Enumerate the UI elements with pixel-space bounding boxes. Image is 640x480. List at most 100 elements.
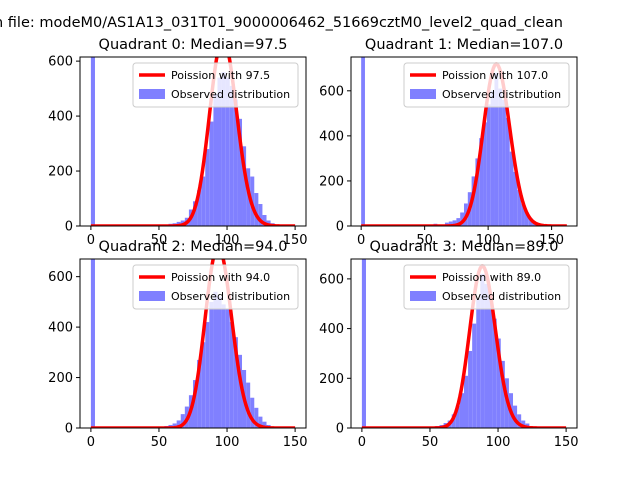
- quadrant-3-xtick-label-3: 150: [554, 435, 579, 450]
- quadrant-2-legend-line-label: Poission with 94.0: [171, 271, 270, 284]
- quadrant-3-hist-bar-11: [476, 298, 481, 428]
- quadrant-1-hist-bar-21: [517, 189, 522, 226]
- quadrant-2-ytick-label-0: 0: [65, 422, 73, 437]
- quadrant-0-hist-bar-9: [201, 176, 206, 226]
- quadrant-3-legend: Poission with 89.0 Observed distribution: [403, 264, 570, 310]
- quadrant-2-ytick-label-3: 600: [48, 270, 73, 285]
- quadrant-3-axes: Quadrant 3: Median=89.0 0 50 100 150 0 200 400 6…: [319, 239, 578, 450]
- quadrant-3-ytick-label-1: 200: [319, 372, 344, 387]
- quadrant-3-ytick-label-0: 0: [336, 422, 344, 437]
- quadrant-3-hist-bar-0: [361, 259, 366, 428]
- quadrant-2-legend-hist-label: Observed distribution: [171, 290, 290, 303]
- quadrant-3-frame: [350, 258, 578, 429]
- quadrant-0-hist-bar-19: [242, 146, 247, 226]
- quadrant-2-hist-bar-12: [209, 301, 214, 428]
- quadrant-0-legend-hist-swatch: [139, 89, 165, 99]
- quadrant-0-hist-bar-11: [209, 121, 214, 226]
- quadrant-3-xtick-label-2: 100: [486, 435, 511, 450]
- quadrant-0-plot-area: [90, 57, 296, 226]
- quadrant-3-title: Quadrant 3: Median=89.0: [370, 239, 559, 255]
- quadrant-1-xtick-label-3: 150: [539, 233, 564, 248]
- quadrant-3-legend-line-label: Poission with 89.0: [442, 271, 541, 284]
- quadrant-0-ytick-label-3: 600: [48, 55, 73, 70]
- quadrant-2-hist-bar-14: [217, 296, 222, 428]
- quadrant-0-hist-bar-22: [254, 193, 259, 226]
- quadrant-3-ytick-label-3: 600: [319, 272, 344, 287]
- quadrant-0-axes: Quadrant 0: Median=97.5 0 50 100 150 0 200 400 6…: [48, 37, 307, 248]
- quadrant-0-xtick-label-2: 100: [215, 233, 240, 248]
- quadrant-2-hist-bar-19: [237, 354, 243, 428]
- quadrant-3-hist-bar-10: [472, 323, 477, 428]
- quadrant-2-xtick-label-2: 100: [215, 435, 240, 450]
- quadrant-0-ytick-label-1: 200: [48, 165, 73, 180]
- quadrant-2-ytick-label-1: 200: [48, 371, 73, 386]
- quadrant-1-hist-bar-3: [448, 221, 453, 226]
- quadrant-1-hist-bar-0: [361, 57, 365, 226]
- quadrant-1-hist-bar-20: [513, 171, 518, 226]
- quadrant-2-hist-bar-21: [246, 382, 251, 428]
- quadrant-2-hist-bar-16: [225, 309, 230, 428]
- figure-suptitle: n file: modeM0/AS1A13_031T01_9000006462_…: [0, 15, 563, 31]
- quadrant-2-hist-bar-5: [180, 414, 185, 428]
- quadrant-0-hist-bar-18: [237, 118, 243, 226]
- quadrant-3-legend-hist-label: Observed distribution: [442, 290, 561, 303]
- quadrant-2-axes: Quadrant 2: Median=94.0 0 50 100 150 0 200 400 6…: [48, 239, 307, 450]
- quadrant-1-legend-line-label: Poission with 107.0: [442, 69, 548, 82]
- quadrant-3-hist-bar-8: [464, 375, 469, 428]
- quadrant-1-axes: Quadrant 1: Median=107.0 0 50 100 150 0 200 400…: [319, 37, 578, 248]
- quadrant-2-hist-bar-13: [213, 291, 218, 428]
- quadrant-1-legend-box: [403, 62, 570, 108]
- quadrant-0-xtick-label-0: 0: [87, 233, 95, 248]
- quadrant-3-hist-bar-22: [521, 420, 526, 428]
- quadrant-0-title: Quadrant 0: Median=97.5: [99, 37, 288, 53]
- quadrant-2-legend-hist-swatch: [139, 291, 165, 301]
- quadrant-1-xtick-label-1: 50: [416, 233, 433, 248]
- quadrant-3-hist-bar-5: [451, 414, 456, 428]
- quadrant-0-hist-bar-17: [233, 99, 238, 226]
- quadrant-0-hist-bar-10: [205, 149, 210, 226]
- quadrant-2-hist-bar-3: [172, 423, 177, 428]
- quadrant-0-frame: [79, 56, 307, 227]
- quadrant-1-legend-hist-label: Observed distribution: [442, 88, 561, 101]
- quadrant-2-hist-bar-11: [205, 322, 210, 428]
- quadrant-3-hist-bar-15: [492, 318, 497, 428]
- quadrant-2-hist-bar-15: [221, 304, 226, 428]
- quadrant-1-ytick-label-0: 0: [336, 220, 344, 235]
- quadrant-1-hist-bar-23: [524, 212, 529, 226]
- quadrant-0-hist-bar-8: [197, 190, 202, 226]
- quadrant-0-hist-bar-14: [221, 72, 226, 226]
- quadrant-2-hist-bar-17: [229, 322, 234, 428]
- quadrant-1-xtick-label-0: 0: [357, 233, 365, 248]
- quadrant-0-hist-bar-23: [258, 204, 263, 226]
- quadrant-0-xtick-label-3: 150: [283, 233, 308, 248]
- quadrant-1-ytick-label-1: 200: [319, 174, 344, 189]
- quadrant-3-hist-bar-13: [484, 283, 489, 428]
- quadrant-0-poisson-line: [90, 57, 296, 226]
- quadrant-3-legend-hist-swatch: [410, 291, 436, 301]
- quadrant-0-legend-line-label: Poission with 97.5: [171, 69, 270, 82]
- quadrant-1-ytick-label-2: 400: [319, 129, 344, 144]
- quadrant-0-ytick-label-2: 400: [48, 110, 73, 125]
- quadrant-3-ytick-label-2: 400: [319, 322, 344, 337]
- quadrant-1-hist-bar-19: [509, 151, 514, 226]
- quadrant-1-hist-bar-10: [475, 158, 480, 226]
- quadrant-3-hist-bar-14: [488, 298, 493, 428]
- quadrant-2-hist-bar-0: [90, 259, 95, 428]
- quadrant-0-hist-bar-7: [193, 201, 198, 226]
- quadrant-3-xtick-label-1: 50: [422, 435, 439, 450]
- quadrant-1-xtick-label-2: 100: [476, 233, 501, 248]
- quadrant-3-hist-bar-7: [459, 393, 464, 428]
- quadrant-3-hist-bar-6: [455, 405, 460, 428]
- quadrant-2-hist-bar-23: [254, 407, 259, 428]
- quadrant-1-hist-bar-4: [452, 220, 457, 226]
- quadrant-1-hist-bar-22: [521, 203, 525, 226]
- quadrant-1-hist-bar-16: [498, 88, 503, 226]
- quadrant-1-hist-bar-13: [486, 104, 491, 226]
- quadrant-2-hist-bar-18: [233, 337, 238, 428]
- quadrant-1-frame: [350, 56, 578, 227]
- quadrant-3-xtick-label-0: 0: [358, 435, 366, 450]
- quadrant-0-hist-bar-0: [90, 57, 95, 226]
- quadrant-2-xtick-label-1: 50: [151, 435, 168, 450]
- quadrant-2-title: Quadrant 2: Median=94.0: [99, 239, 288, 255]
- quadrant-2-xtick-label-3: 150: [283, 435, 308, 450]
